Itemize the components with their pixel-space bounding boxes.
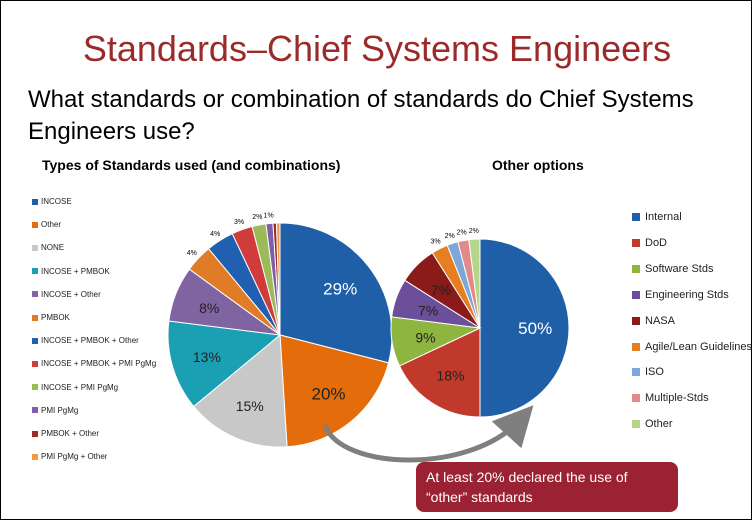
chart2-legend-item: Software Stds — [632, 263, 713, 275]
slide-title: Standards–Chief Systems Engineers — [82, 28, 672, 69]
chart1-pie: 29% 20% 15% 13% 8% 4% 4% 3% 2% 1% — [167, 213, 393, 448]
chart2-legend-item: DoD — [632, 237, 667, 249]
chart2-legend-swatch — [632, 420, 640, 429]
chart2-pie: 50%18%9%7%7%3%2% 2% 2% — [390, 228, 570, 418]
chart1-legend-swatch — [32, 314, 38, 321]
chart1-legend-item: PMI PgMg + Other — [32, 452, 107, 461]
chart2-label-1: 18% — [436, 368, 464, 384]
chart2-legend-label: DoD — [645, 236, 668, 249]
chart2-legend-swatch — [632, 342, 640, 351]
chart1-title: Types of Standards used (and combination… — [42, 157, 341, 173]
chart1-legend-swatch — [32, 384, 38, 391]
chart2-legend-label: Software Stds — [645, 262, 714, 275]
chart1-legend-swatch — [32, 430, 38, 437]
chart1-legend-item: INCOSE + PMBOK + Other — [32, 336, 139, 345]
chart1-legend-item: Other — [32, 220, 61, 229]
chart1-label-8: 2% — [252, 214, 262, 221]
chart2-legend-label: Engineering Stds — [645, 288, 729, 301]
chart1-slice-none — [192, 333, 288, 448]
chart1-label-1: 20% — [312, 385, 346, 404]
chart2-legend-item: Engineering Stds — [632, 289, 729, 301]
chart1-legend-swatch — [32, 407, 38, 414]
chart2-legend-label: Other — [645, 418, 673, 431]
chart2-label-6: 2% — [445, 233, 455, 240]
chart1-legend-swatch — [32, 453, 38, 460]
chart1-slice-pmi-pgmg-other — [275, 222, 281, 336]
chart1-legend-label: INCOSE + PMBOK + Other — [41, 336, 139, 346]
chart2-legend-item: Internal — [632, 211, 682, 223]
chart2-legend-item: Other — [632, 418, 673, 430]
chart1-label-9: 1% — [264, 213, 274, 220]
chart1-legend-item: INCOSE + PMI PgMg — [32, 383, 118, 392]
chart1-slice-other — [279, 334, 390, 448]
chart1-legend-item: INCOSE + Other — [32, 290, 101, 299]
chart1-legend-label: PMBOK — [41, 313, 70, 322]
chart1-legend-item: NONE — [32, 243, 64, 252]
chart1-legend-item: INCOSE — [32, 197, 72, 206]
chart2-legend-label: Multiple-Stds — [645, 392, 709, 405]
chart1-label-2: 15% — [236, 398, 264, 414]
chart1-legend-label: INCOSE + PMBOK + PMI PgMg — [41, 359, 157, 369]
chart2-legend-label: Internal — [645, 211, 682, 223]
chart1-label-3: 13% — [193, 349, 221, 365]
chart2-slice-dod — [398, 327, 481, 418]
chart2-legend-label: NASA — [645, 314, 675, 327]
chart1-legend-swatch — [32, 337, 38, 344]
callout-box: At least 20% declared the use of “other”… — [416, 462, 678, 512]
chart2-legend-label: ISO — [645, 366, 664, 379]
chart1-legend-swatch — [32, 221, 38, 228]
chart1-label-6: 4% — [210, 231, 220, 238]
chart1-slice-incose-pmbok — [167, 320, 282, 408]
chart2-label-2: 9% — [415, 330, 435, 346]
chart1-label-7: 3% — [234, 219, 244, 226]
chart2-legend-swatch — [632, 238, 640, 247]
chart2-legend-swatch — [632, 394, 640, 403]
chart2-legend-item: NASA — [632, 315, 675, 327]
chart2-legend-swatch — [632, 316, 640, 325]
chart1-legend-swatch — [32, 244, 38, 251]
chart2-title: Other options — [492, 157, 584, 173]
chart1-legend-label: PMI PgMg — [41, 405, 79, 415]
chart1-legend-item: PMBOK + Other — [32, 429, 99, 438]
chart1-label-4: 8% — [199, 300, 219, 316]
chart1-legend-item: INCOSE + PMBOK + PMI PgMg — [32, 359, 156, 368]
chart1-legend-label: Other — [41, 220, 62, 230]
chart1-legend-label: INCOSE + PMI PgMg — [41, 382, 119, 392]
chart2-legend-swatch — [632, 290, 640, 299]
chart2-legend-item: Multiple-Stds — [632, 392, 709, 404]
chart1-legend-label: INCOSE — [41, 197, 72, 206]
chart2-label-4: 7% — [431, 282, 451, 298]
chart1-legend-label: PMBOK + Other — [41, 429, 100, 438]
chart1-label-0: 29% — [323, 279, 357, 298]
chart2-legend-label: Agile/Lean Guidelines — [645, 340, 753, 353]
connector-arrow — [322, 405, 534, 463]
chart2-label-8: 2% — [469, 228, 479, 235]
chart1-legend-swatch — [32, 268, 38, 275]
chart1-legend-swatch — [32, 198, 38, 205]
chart2-legend-item: ISO — [632, 366, 664, 378]
chart2-label-5: 3% — [430, 239, 440, 246]
chart1-legend-label: INCOSE + Other — [41, 289, 101, 299]
chart2-label-7: 2% — [457, 230, 467, 237]
chart2-legend-swatch — [632, 368, 640, 377]
chart1-legend-item: PMI PgMg — [32, 406, 78, 415]
chart2-legend-swatch — [632, 264, 640, 273]
chart1-legend-label: PMI PgMg + Other — [41, 452, 108, 462]
chart2-legend-swatch — [632, 213, 640, 221]
chart1-legend-swatch — [32, 360, 38, 367]
chart1-legend-label: NONE — [41, 243, 65, 253]
slide-question: What standards or combination of standar… — [28, 86, 694, 145]
chart1-legend-swatch — [32, 291, 38, 298]
chart2-legend-item: Agile/Lean Guidelines — [632, 341, 752, 353]
chart1-legend-item: INCOSE + PMBOK — [32, 267, 110, 276]
chart1-label-5: 4% — [187, 250, 197, 257]
chart2-slice-other — [468, 238, 481, 329]
chart2-label-0: 50% — [518, 319, 552, 338]
chart1-legend-item: PMBOK — [32, 313, 70, 322]
chart1-legend-label: INCOSE + PMBOK — [41, 266, 110, 276]
chart2-label-3: 7% — [418, 302, 438, 318]
